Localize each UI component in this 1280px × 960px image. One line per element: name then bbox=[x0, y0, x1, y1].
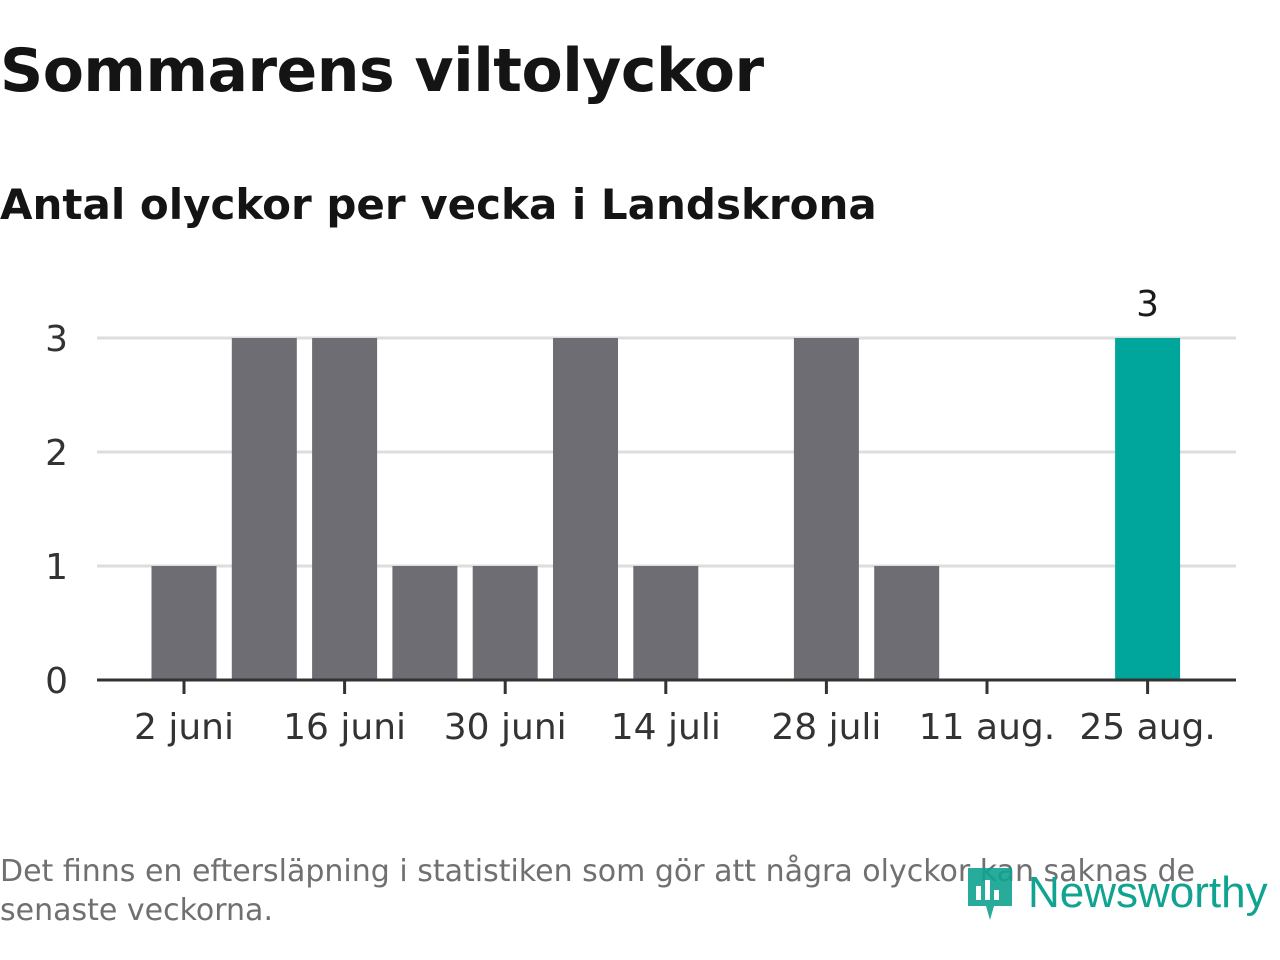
bar-28-juli bbox=[793, 338, 859, 680]
x-tick-label: 11 aug. bbox=[919, 707, 1055, 748]
x-tick-label: 14 juli bbox=[611, 707, 721, 748]
chart-title: Sommarens viltolyckor bbox=[0, 36, 764, 106]
value-label: 3 bbox=[1136, 284, 1159, 325]
brand-name: Newsworthy bbox=[1028, 868, 1268, 917]
value-labels: 3 bbox=[1136, 284, 1159, 325]
newsworthy-logo-icon bbox=[968, 868, 1012, 920]
y-tick-label: 3 bbox=[45, 319, 68, 360]
bar-2-juni bbox=[151, 566, 217, 680]
axes: 0 1 2 3 2 juni 16 juni 30 juni 14 juli 28 juli 11… bbox=[45, 319, 1236, 748]
bar-25-aug- bbox=[1115, 338, 1181, 680]
bar-4-aug- bbox=[874, 566, 940, 680]
bar-chart: 0 1 2 3 2 juni 16 juni 30 juni 14 juli 28 juli 11… bbox=[45, 284, 1236, 748]
x-tick-label: 16 juni bbox=[283, 707, 406, 748]
y-tick-label: 2 bbox=[45, 433, 68, 474]
x-tick-label: 30 juni bbox=[444, 707, 567, 748]
y-tick-label: 0 bbox=[45, 661, 68, 702]
bar-14-juli bbox=[633, 566, 699, 680]
bar-16-juni bbox=[312, 338, 378, 680]
y-tick-label: 1 bbox=[45, 547, 68, 588]
chart-subtitle: Antal olyckor per vecka i Landskrona bbox=[0, 180, 877, 229]
bar-9-juni bbox=[231, 338, 297, 680]
x-tick-label: 28 juli bbox=[771, 707, 881, 748]
bar-7-juli bbox=[553, 338, 618, 680]
bar-30-juni bbox=[472, 566, 538, 680]
newsworthy-logo: Newsworthy bbox=[964, 858, 1276, 928]
x-tick-label: 2 juni bbox=[134, 707, 234, 748]
bar-23-juni bbox=[392, 566, 458, 680]
bars bbox=[151, 338, 1181, 680]
x-tick-label: 25 aug. bbox=[1079, 707, 1215, 748]
